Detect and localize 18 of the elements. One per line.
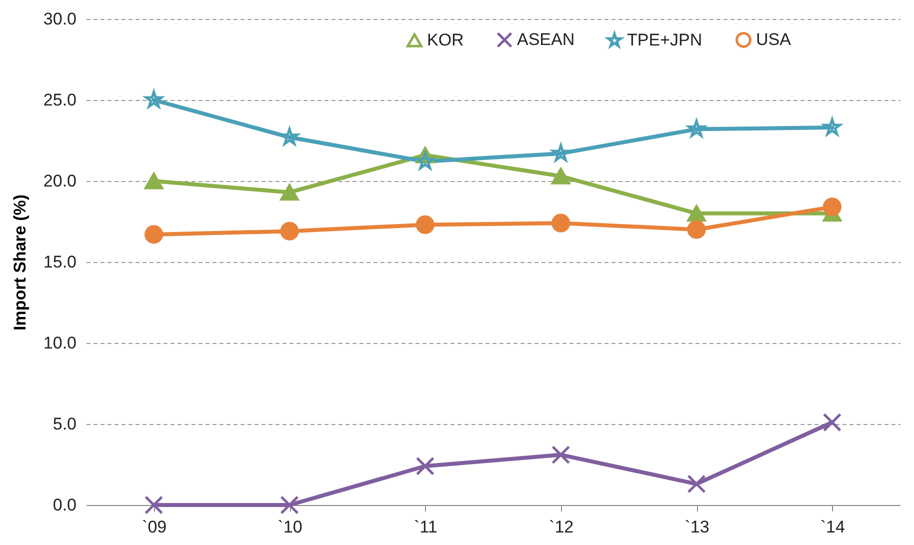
- legend-label: ASEAN: [517, 30, 575, 49]
- legend-label: KOR: [427, 30, 464, 50]
- y-tick-label: 25.0: [43, 90, 76, 110]
- y-tick-label: 0.0: [52, 496, 76, 514]
- x-tick-label: `14: [820, 518, 845, 536]
- y-tick-label: 5.0: [52, 414, 76, 434]
- x-tick-label: `11: [414, 518, 438, 536]
- y-tick-label: 10.0: [43, 334, 76, 352]
- y-tick-label: 20.0: [43, 172, 76, 190]
- x-tick-label: `13: [684, 518, 710, 536]
- y-tick-label: 30.0: [43, 10, 76, 28]
- legend-label: USA: [756, 30, 792, 49]
- x-tick-label: `12: [549, 518, 574, 536]
- legend-label: TPE+JPN: [627, 30, 702, 50]
- x-tick-label: `10: [278, 518, 302, 536]
- x-tick-label: `09: [142, 518, 167, 536]
- y-tick-label: 15.0: [43, 252, 76, 272]
- y-axis-title: Import Share (%): [10, 194, 30, 331]
